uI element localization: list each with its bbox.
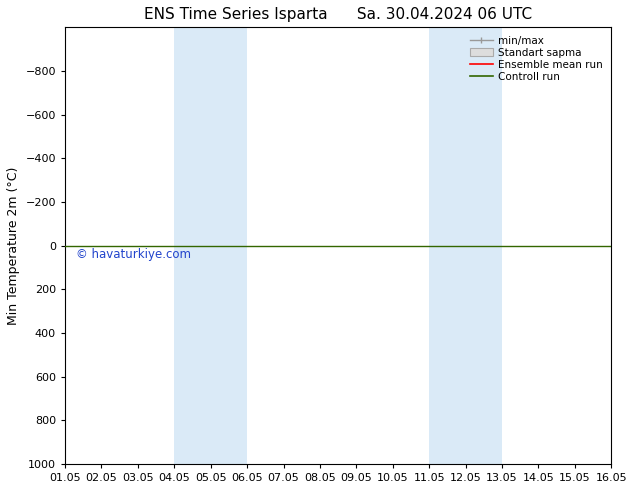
Y-axis label: Min Temperature 2m (°C): Min Temperature 2m (°C) [7,167,20,325]
Text: © havaturkiye.com: © havaturkiye.com [76,248,191,261]
Title: ENS Time Series Isparta      Sa. 30.04.2024 06 UTC: ENS Time Series Isparta Sa. 30.04.2024 0… [144,7,532,22]
Legend: min/max, Standart sapma, Ensemble mean run, Controll run: min/max, Standart sapma, Ensemble mean r… [467,32,606,85]
Bar [174,27,247,464]
Bar [429,27,502,464]
